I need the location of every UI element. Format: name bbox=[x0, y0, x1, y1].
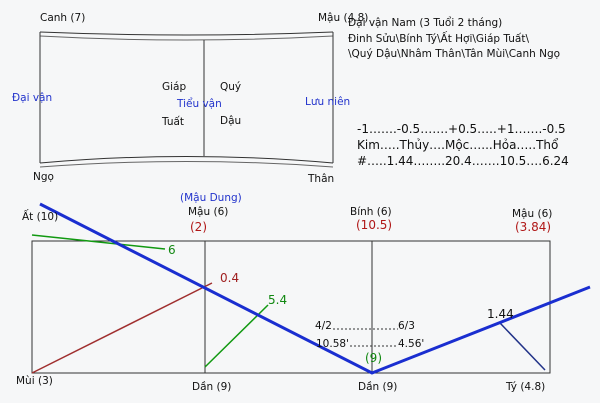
value: (3.84) bbox=[515, 220, 551, 234]
cell: Tuất bbox=[161, 116, 184, 128]
cell: Dậu bbox=[220, 115, 241, 127]
label: Mậu (6) bbox=[188, 206, 228, 218]
top-panel-frame bbox=[39, 31, 334, 168]
cell: Quý bbox=[220, 81, 241, 93]
line-label: (9) bbox=[365, 351, 382, 365]
cell: Giáp bbox=[162, 81, 186, 93]
label: Canh (7) bbox=[40, 12, 85, 24]
element-row: Kim…..Thủy….Mộc…...Hỏa…..Thổ bbox=[357, 138, 559, 152]
label: Bính (6) bbox=[350, 206, 392, 218]
label: Tiểu vận bbox=[176, 97, 222, 110]
label: Ngọ bbox=[33, 171, 54, 183]
label: Tý (4.8) bbox=[505, 381, 545, 393]
element-row: -1…….-0.5…….+0.5…..+1…….-0.5 bbox=[357, 122, 566, 136]
label: Mậu (4.8) bbox=[318, 12, 368, 24]
value: (2) bbox=[190, 220, 207, 234]
element-row: #…..1.44……..20.4…….10.5….6.24 bbox=[357, 154, 569, 168]
lines bbox=[31, 202, 591, 375]
label: Dần (9) bbox=[358, 381, 397, 393]
label: Ất (10) bbox=[22, 209, 58, 223]
line-label: 6 bbox=[168, 243, 176, 257]
ratio: 10.58' bbox=[316, 338, 349, 350]
note: (Mậu Dung) bbox=[180, 192, 242, 204]
label: Mậu (6) bbox=[512, 208, 552, 220]
label: Mùi (3) bbox=[16, 375, 53, 387]
line-label: 5.4 bbox=[268, 293, 287, 307]
ratio: 4.56' bbox=[398, 338, 424, 350]
line-label: 1.44 bbox=[487, 307, 514, 321]
label: Đại vận bbox=[12, 92, 52, 104]
label: Lưu niên bbox=[305, 96, 350, 108]
lower-panel-frame bbox=[31, 240, 551, 374]
info: Đinh Sửu\Bính Tý\Ất Hợi\Giáp Tuất\ bbox=[348, 31, 529, 45]
ratio: 6/3 bbox=[398, 320, 415, 332]
info: \Quý Dậu\Nhâm Thân\Tân Mùi\Canh Ngọ bbox=[348, 48, 560, 60]
label: Dần (9) bbox=[192, 381, 231, 393]
line-label: 0.4 bbox=[220, 271, 239, 285]
value: (10.5) bbox=[356, 218, 392, 232]
ratio: 4/2 bbox=[315, 320, 332, 332]
label: Thân bbox=[307, 173, 334, 185]
info: Đại vận Nam (3 Tuổi 2 tháng) bbox=[348, 16, 502, 29]
